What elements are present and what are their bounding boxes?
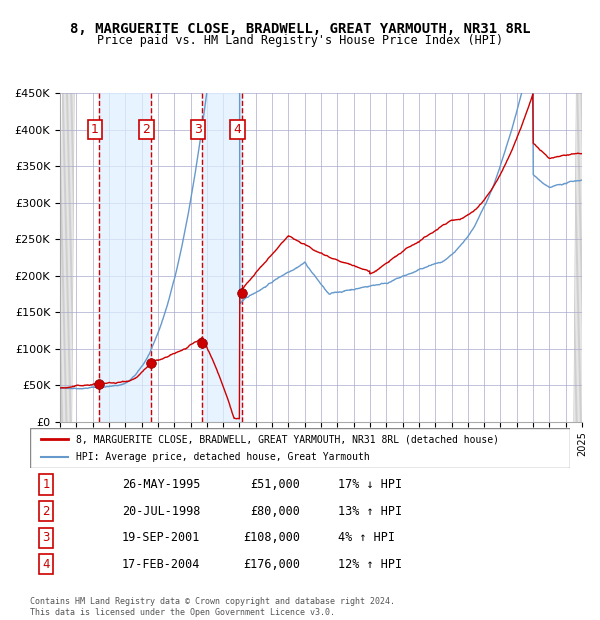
Text: 2: 2: [43, 505, 50, 518]
Text: £80,000: £80,000: [250, 505, 300, 518]
Text: 4: 4: [233, 123, 241, 136]
Text: 17% ↓ HPI: 17% ↓ HPI: [338, 478, 402, 491]
Text: 12% ↑ HPI: 12% ↑ HPI: [338, 558, 402, 571]
Text: 8, MARGUERITE CLOSE, BRADWELL, GREAT YARMOUTH, NR31 8RL (detached house): 8, MARGUERITE CLOSE, BRADWELL, GREAT YAR…: [76, 434, 499, 444]
Bar: [60, 93, 73, 422]
Bar: [99, 93, 151, 422]
Bar: [60, 93, 73, 422]
Text: 4% ↑ HPI: 4% ↑ HPI: [338, 531, 395, 544]
Text: 1: 1: [43, 478, 50, 491]
Text: Price paid vs. HM Land Registry's House Price Index (HPI): Price paid vs. HM Land Registry's House …: [97, 34, 503, 47]
Text: £51,000: £51,000: [250, 478, 300, 491]
Text: 19-SEP-2001: 19-SEP-2001: [122, 531, 200, 544]
Text: 3: 3: [194, 123, 202, 136]
Text: 17-FEB-2004: 17-FEB-2004: [122, 558, 200, 571]
Text: HPI: Average price, detached house, Great Yarmouth: HPI: Average price, detached house, Grea…: [76, 452, 370, 462]
Text: £176,000: £176,000: [243, 558, 300, 571]
Text: 13% ↑ HPI: 13% ↑ HPI: [338, 505, 402, 518]
Bar: [202, 93, 242, 422]
FancyBboxPatch shape: [30, 428, 570, 468]
Text: 4: 4: [43, 558, 50, 571]
Text: £108,000: £108,000: [243, 531, 300, 544]
Text: 8, MARGUERITE CLOSE, BRADWELL, GREAT YARMOUTH, NR31 8RL: 8, MARGUERITE CLOSE, BRADWELL, GREAT YAR…: [70, 22, 530, 36]
Text: 3: 3: [43, 531, 50, 544]
Text: 26-MAY-1995: 26-MAY-1995: [122, 478, 200, 491]
Text: 20-JUL-1998: 20-JUL-1998: [122, 505, 200, 518]
Text: 2: 2: [143, 123, 151, 136]
Text: Contains HM Land Registry data © Crown copyright and database right 2024.
This d: Contains HM Land Registry data © Crown c…: [30, 598, 395, 617]
Text: 1: 1: [91, 123, 99, 136]
